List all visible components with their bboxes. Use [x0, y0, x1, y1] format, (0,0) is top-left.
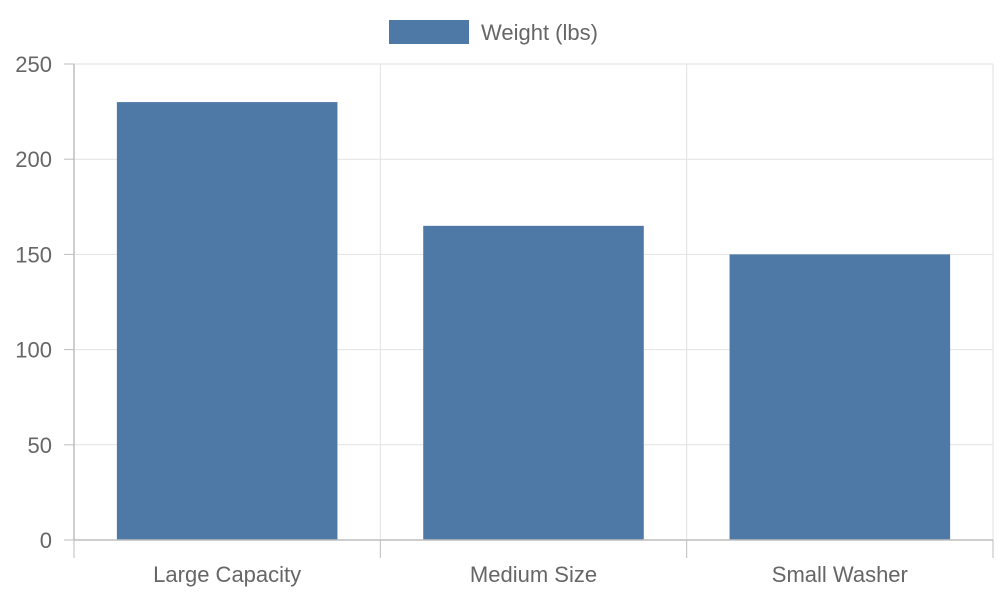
- legend[interactable]: Weight (lbs): [389, 20, 598, 45]
- y-tick-label-200: 200: [15, 147, 52, 172]
- legend-label-weight: Weight (lbs): [481, 20, 598, 45]
- axes: [64, 63, 994, 558]
- bars: [116, 102, 951, 540]
- y-tick-label-0: 0: [40, 528, 52, 553]
- bar-medium-size[interactable]: [423, 225, 644, 540]
- legend-swatch-weight: [389, 20, 469, 44]
- x-tick-label-1: Medium Size: [470, 562, 597, 587]
- y-tick-label-150: 150: [15, 242, 52, 267]
- x-tick-label-0: Large Capacity: [153, 562, 301, 587]
- x-tick-label-2: Small Washer: [772, 562, 908, 587]
- tick-labels: 0 50 100 150 200 250 Large Capacity Medium Size…: [15, 52, 908, 587]
- y-tick-label-250: 250: [15, 52, 52, 77]
- y-tick-label-50: 50: [28, 433, 52, 458]
- bar-large-capacity[interactable]: [116, 102, 338, 540]
- bar-small-washer[interactable]: [729, 254, 951, 540]
- y-tick-label-100: 100: [15, 338, 52, 363]
